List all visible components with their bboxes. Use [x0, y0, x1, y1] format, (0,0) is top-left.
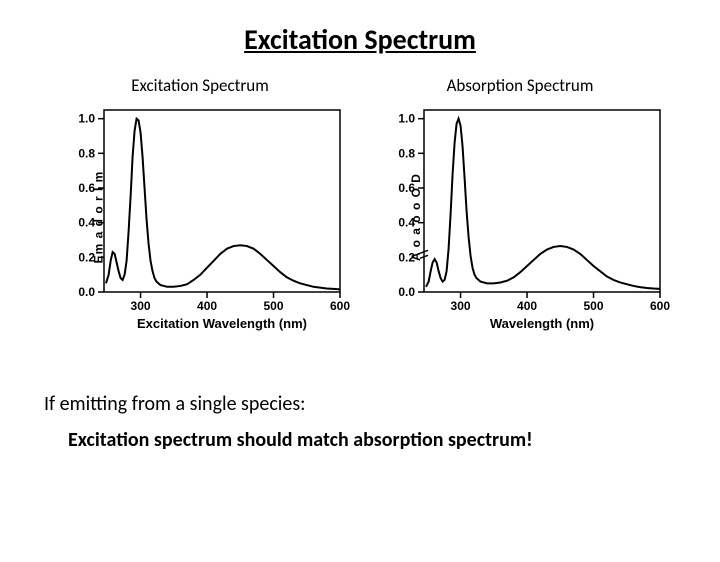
- svg-text:500: 500: [584, 299, 604, 313]
- svg-text:0.8: 0.8: [78, 146, 95, 160]
- left-chart-column: Excitation Spectrum 0.00.20.40.60.81.030…: [50, 75, 350, 332]
- svg-text:600: 600: [330, 299, 350, 313]
- svg-text:400: 400: [197, 299, 217, 313]
- svg-text:400: 400: [517, 299, 537, 313]
- right-chart-title: Absorption Spectrum: [447, 75, 594, 96]
- page-title: Excitation Spectrum: [0, 22, 720, 57]
- left-chart-wrap: 0.00.20.40.60.81.0300400500600Excitation…: [50, 102, 350, 332]
- left-chart-title: Excitation Spectrum: [131, 75, 269, 96]
- svg-text:0.8: 0.8: [398, 146, 415, 160]
- charts-row: Excitation Spectrum 0.00.20.40.60.81.030…: [0, 75, 720, 332]
- right-ylabel: A o a o o O D: [409, 173, 423, 261]
- body-line-1: If emitting from a single species:: [44, 392, 720, 416]
- svg-text:1.0: 1.0: [398, 112, 415, 126]
- svg-text:0.0: 0.0: [78, 285, 95, 299]
- svg-text:300: 300: [131, 299, 151, 313]
- right-chart-column: Absorption Spectrum 0.00.20.40.60.81.030…: [370, 75, 670, 332]
- svg-text:500: 500: [264, 299, 284, 313]
- svg-text:1.0: 1.0: [78, 112, 95, 126]
- svg-text:Wavelength (nm): Wavelength (nm): [490, 316, 594, 331]
- left-ylabel: Em a d o r I m: [91, 171, 105, 264]
- svg-text:600: 600: [650, 299, 670, 313]
- body-line-2: Excitation spectrum should match absorpt…: [68, 428, 720, 452]
- svg-text:0.0: 0.0: [398, 285, 415, 299]
- svg-text:300: 300: [451, 299, 471, 313]
- svg-text:Excitation Wavelength (nm): Excitation Wavelength (nm): [137, 316, 307, 331]
- right-chart-wrap: 0.00.20.40.60.81.0300400500600Wavelength…: [370, 102, 670, 332]
